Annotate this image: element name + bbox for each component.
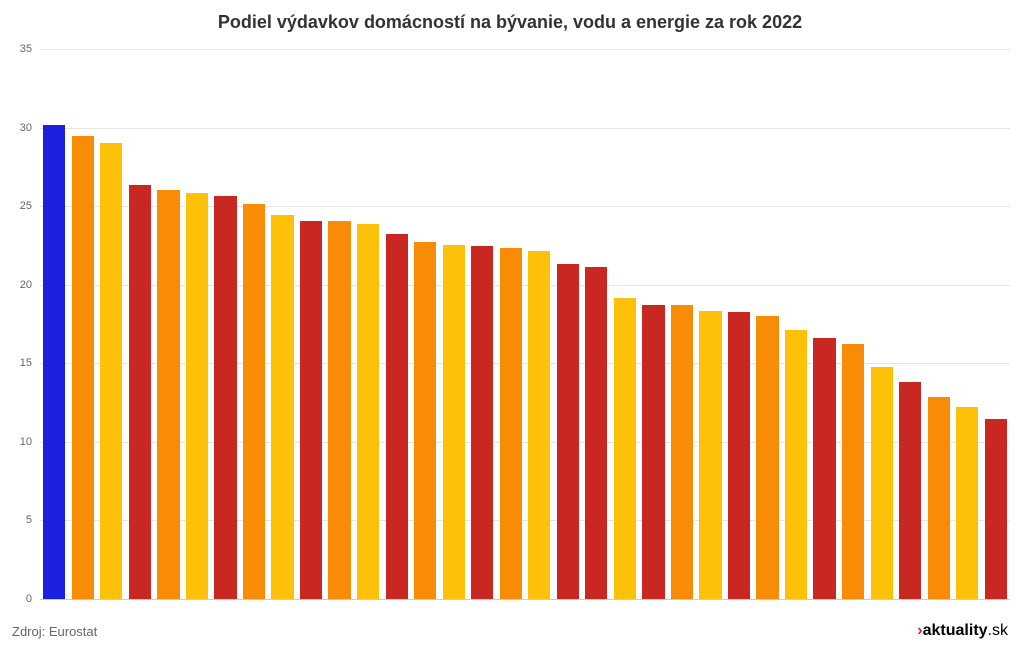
bar [871,367,893,600]
bar-slot [126,50,155,600]
bar [785,330,807,600]
plot-area: 05101520253035 [40,50,1010,600]
bar [699,311,721,600]
bar [43,125,65,600]
bar [443,245,465,600]
bar [72,136,94,600]
bar-slot [982,50,1011,600]
bar-slot [668,50,697,600]
bar-slot [525,50,554,600]
bar-slot [325,50,354,600]
bar-slot [297,50,326,600]
bar [471,246,493,600]
y-axis-label: 25 [20,200,40,212]
bar [500,248,522,600]
bar [899,382,921,600]
bar-slot [354,50,383,600]
bar [157,190,179,600]
chart-footer: Zdroj: Eurostat ›aktuality.sk [12,622,1008,640]
bar-slot [154,50,183,600]
bar-slot [924,50,953,600]
bar [300,221,322,600]
bar [214,196,236,600]
bar-slot [810,50,839,600]
y-axis-label: 35 [20,43,40,55]
bar-slot [782,50,811,600]
bar-slot [97,50,126,600]
y-axis-label: 15 [20,357,40,369]
bar-slot [696,50,725,600]
bar [614,298,636,600]
bar [100,143,122,600]
bar [956,407,978,600]
bar-slot [639,50,668,600]
bar-slot [382,50,411,600]
bar-slot [211,50,240,600]
bar-slot [611,50,640,600]
bar [756,316,778,600]
bar [186,193,208,600]
bar-slot [439,50,468,600]
bar [813,338,835,600]
bar-slot [554,50,583,600]
chart-title: Podiel výdavkov domácností na bývanie, v… [0,0,1020,41]
brand-main: aktuality [923,622,988,639]
bar [243,204,265,600]
y-axis-label: 10 [20,436,40,448]
bar-slot [839,50,868,600]
bars-group [40,50,1010,600]
bar-slot [411,50,440,600]
bar-slot [725,50,754,600]
bar-slot [268,50,297,600]
bar [842,344,864,600]
source-label: Zdroj: Eurostat [12,624,97,639]
bar-slot [40,50,69,600]
bar [328,221,350,600]
bar [129,185,151,600]
bar-slot [753,50,782,600]
bar [642,305,664,600]
bar-slot [468,50,497,600]
y-axis-label: 0 [26,593,40,605]
bar-slot [953,50,982,600]
bar-slot [240,50,269,600]
bar-slot [497,50,526,600]
bar [985,419,1007,600]
bar-slot [183,50,212,600]
chart-container: Podiel výdavkov domácností na bývanie, v… [0,0,1020,650]
y-axis-label: 30 [20,122,40,134]
bar [728,312,750,600]
y-axis-label: 20 [20,279,40,291]
x-axis-line [40,599,1010,600]
bar [357,224,379,600]
bar [671,305,693,600]
bar [414,242,436,600]
y-axis-label: 5 [26,514,40,526]
bar-slot [896,50,925,600]
bar [557,264,579,600]
bar [528,251,550,600]
bar-slot [867,50,896,600]
bar [271,215,293,600]
brand-logo: ›aktuality.sk [917,622,1008,640]
bar [585,267,607,600]
bar [386,234,408,600]
bar-slot [69,50,98,600]
brand-suffix: .sk [988,622,1008,639]
bar [928,397,950,600]
bar-slot [582,50,611,600]
